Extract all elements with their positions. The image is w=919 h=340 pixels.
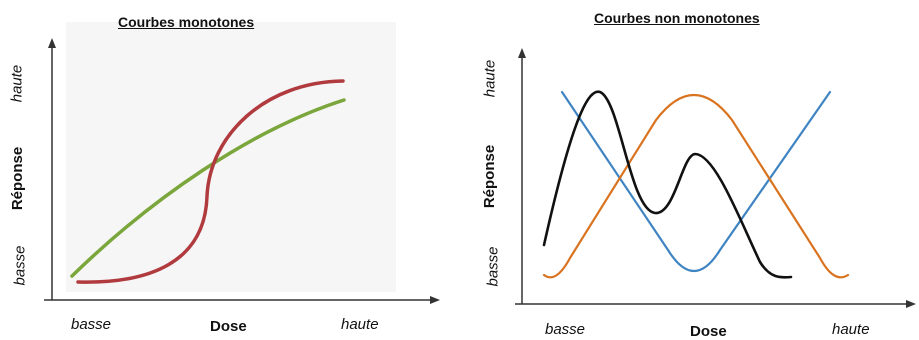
y-axis-label: Réponse: [481, 144, 499, 209]
x-axis-arrow: [430, 296, 440, 304]
non-monotone-plot: [515, 48, 916, 308]
non-monotone-panel: Courbes non monotones haute Réponse bass…: [460, 0, 919, 340]
monotone-plot: [44, 22, 440, 304]
x-axis-low-label: basse: [545, 321, 586, 338]
y-axis-high-label: haute: [8, 64, 26, 103]
plot-background: [66, 22, 396, 292]
y-axis-high-label: haute: [481, 59, 499, 98]
chart-title: Courbes monotones: [118, 14, 255, 30]
black-curve: [542, 90, 793, 279]
red-curve: [76, 79, 345, 284]
y-axis-low-label: basse: [11, 245, 29, 286]
x-axis-label: Dose: [690, 323, 727, 340]
y-axis-low-label: basse: [484, 246, 502, 287]
x-axis-arrow: [906, 300, 916, 308]
y-axis-arrow: [48, 38, 56, 48]
chart-title: Courbes non monotones: [594, 10, 760, 26]
monotone-panel: Courbes monotones haute Réponse basse ba…: [8, 14, 440, 335]
blue-curve: [560, 90, 832, 273]
green-curve: [70, 98, 346, 278]
orange-curve: [542, 94, 850, 279]
y-axis-arrow: [518, 48, 526, 58]
x-axis-high-label: haute: [341, 316, 379, 333]
x-axis-label: Dose: [210, 318, 247, 335]
x-axis-low-label: basse: [71, 316, 112, 333]
y-axis-label: Réponse: [9, 146, 27, 211]
x-axis-high-label: haute: [832, 321, 870, 338]
